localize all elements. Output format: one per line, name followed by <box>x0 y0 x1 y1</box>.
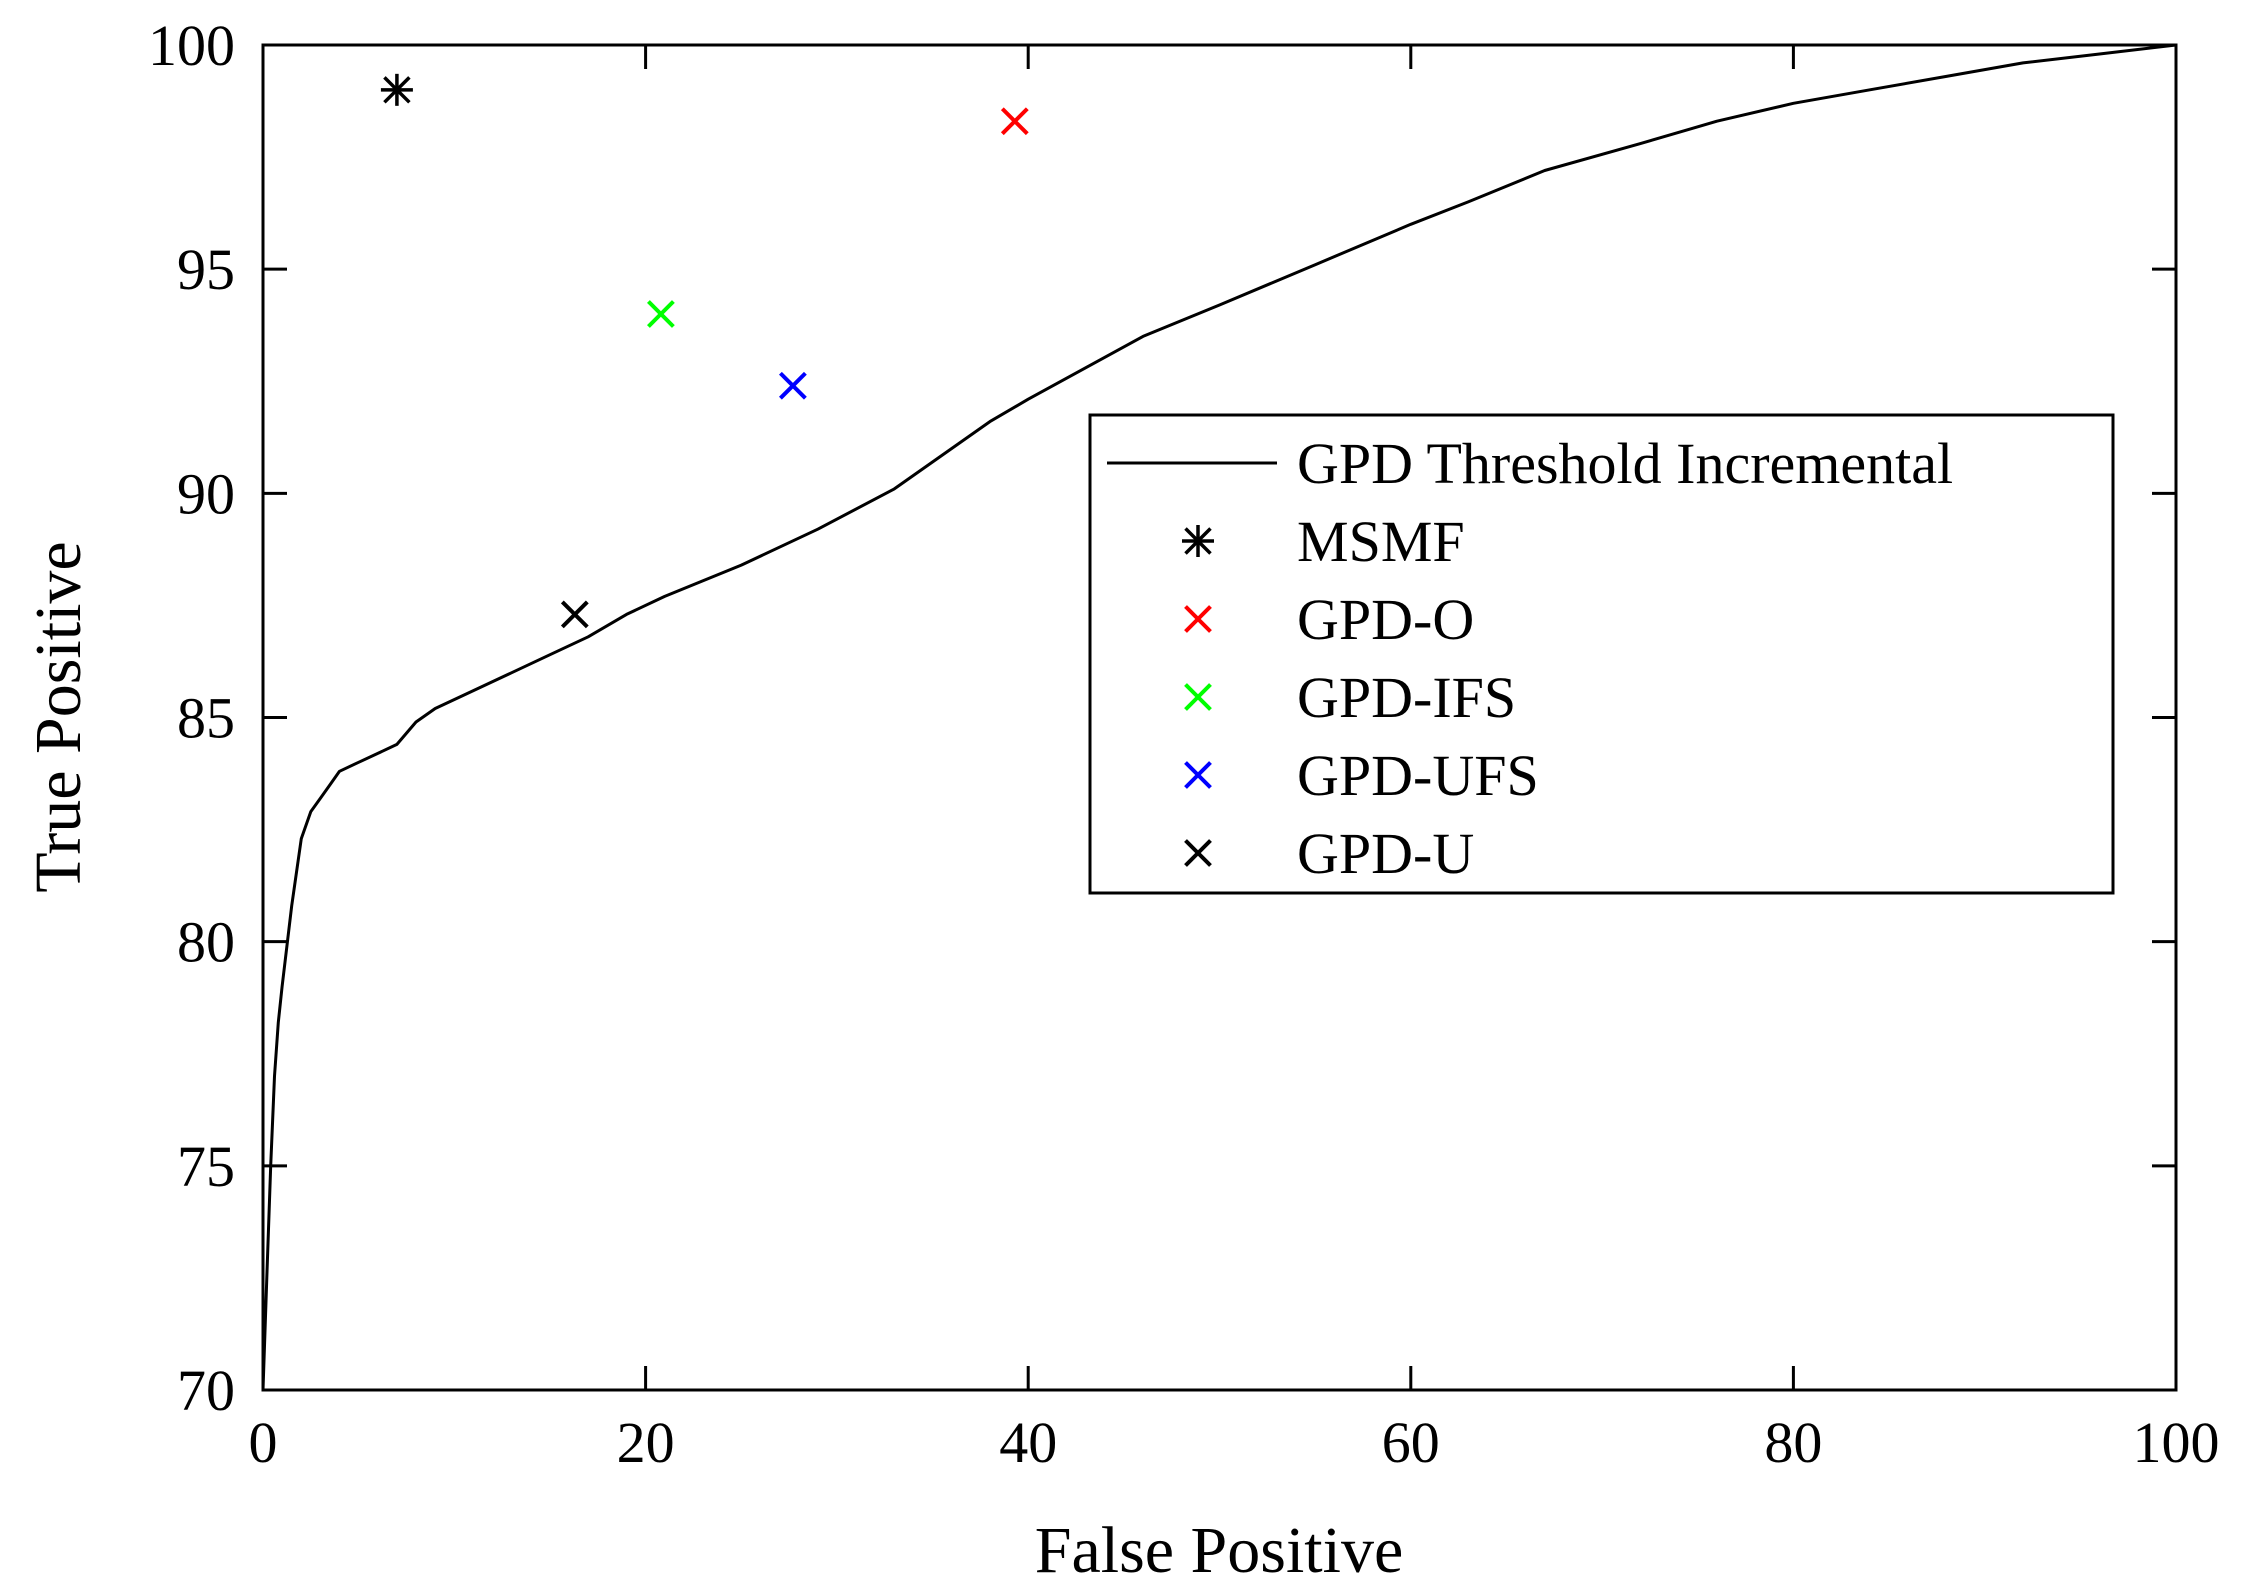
legend-symbol-gpd-ufs <box>1184 761 1212 789</box>
y-tick-label: 90 <box>177 461 235 526</box>
y-tick-label: 95 <box>177 237 235 302</box>
legend: GPD Threshold Incremental MSMF GPD-O GPD-IF… <box>1088 413 2115 895</box>
legend-box <box>1088 413 2115 895</box>
legend-symbol-gpd-ifs <box>1184 683 1212 711</box>
legend-label-gpd-ifs: GPD-IFS <box>1297 665 1516 730</box>
x-tick-label: 60 <box>1382 1410 1440 1475</box>
x-tick-label: 20 <box>617 1410 675 1475</box>
legend-symbol-msmf <box>1182 525 1214 557</box>
data-point-gpd-ifs <box>647 300 675 328</box>
legend-symbol-gpd-u <box>1184 839 1212 867</box>
series-line-gpd-threshold-incremental <box>261 43 2177 1391</box>
x-axis-label: False Positive <box>1035 1514 1404 1587</box>
legend-label-gpd-threshold-incremental: GPD Threshold Incremental <box>1297 431 1953 496</box>
data-point-gpd-u <box>560 600 589 629</box>
data-point-gpd-o <box>1000 107 1029 136</box>
data-point-msmf <box>380 73 413 106</box>
x-tick-label: 0 <box>249 1410 278 1475</box>
data-point-gpd-ufs <box>779 371 807 400</box>
legend-label-gpd-ufs: GPD-UFS <box>1297 743 1539 808</box>
y-tick-label: 85 <box>177 686 235 751</box>
legend-label-msmf: MSMF <box>1297 509 1465 574</box>
legend-label-gpd-u: GPD-U <box>1297 821 1474 886</box>
legend-entries: GPD Threshold Incremental MSMF GPD-O GPD-IF… <box>1107 431 1953 886</box>
y-tick-label: 80 <box>177 910 235 975</box>
y-tick-label: 100 <box>148 13 235 78</box>
series-layer <box>261 43 2177 1391</box>
y-axis-label: True Positive <box>22 541 95 892</box>
y-tick-label: 75 <box>177 1134 235 1199</box>
x-tick-label: 100 <box>2133 1410 2220 1475</box>
legend-label-gpd-o: GPD-O <box>1297 587 1474 652</box>
tick-labels: 0 20 40 60 80 100 70 75 80 85 90 95 100 <box>148 13 2220 1475</box>
legend-symbol-gpd-o <box>1184 605 1212 633</box>
y-tick-label: 70 <box>177 1358 235 1423</box>
x-tick-label: 80 <box>1764 1410 1822 1475</box>
x-tick-label: 40 <box>999 1410 1057 1475</box>
